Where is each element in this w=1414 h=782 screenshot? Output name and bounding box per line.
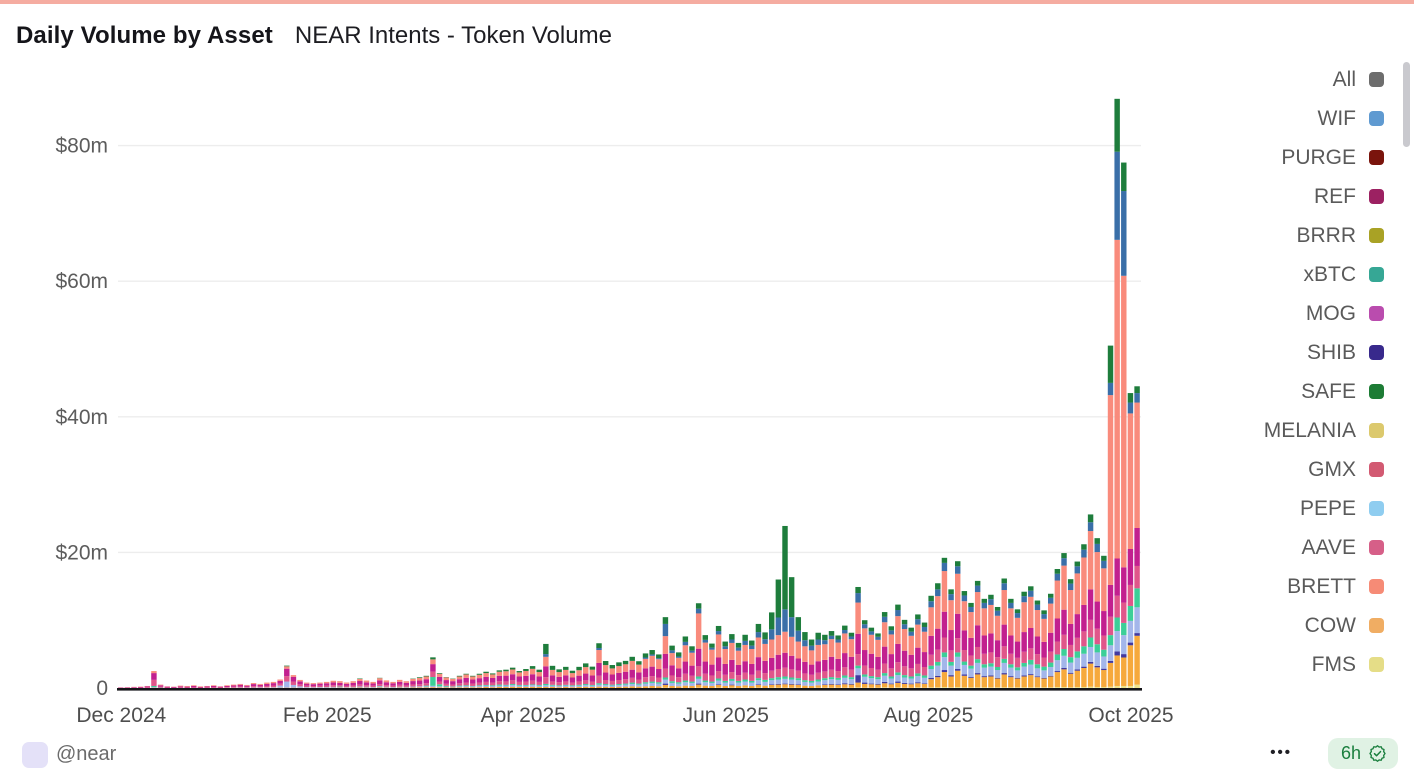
legend-label: FMS <box>1311 652 1356 676</box>
legend-row[interactable]: All <box>1154 60 1384 99</box>
legend-label: MELANIA <box>1263 418 1356 442</box>
legend-swatch-cow[interactable] <box>1369 618 1384 633</box>
legend-row[interactable]: FMS <box>1154 645 1384 684</box>
legend-label: AAVE <box>1301 535 1356 559</box>
legend-label: All <box>1332 67 1356 91</box>
legend-swatch-all[interactable] <box>1369 72 1384 87</box>
svg-text:Apr 2025: Apr 2025 <box>481 704 566 727</box>
legend-label: PURGE <box>1281 145 1356 169</box>
legend-row[interactable]: BRRR <box>1154 216 1384 255</box>
legend-row[interactable]: MOG <box>1154 294 1384 333</box>
legend-row[interactable]: SHIB <box>1154 333 1384 372</box>
legend-row[interactable]: PURGE <box>1154 138 1384 177</box>
legend-label: REF <box>1314 184 1356 208</box>
svg-text:$40m: $40m <box>55 406 108 429</box>
legend-label: PEPE <box>1299 496 1356 520</box>
svg-text:$20m: $20m <box>55 541 108 564</box>
top-accent-strip <box>0 0 1414 4</box>
refresh-interval-badge[interactable]: 6h <box>1327 738 1398 769</box>
legend-swatch-wif[interactable] <box>1369 111 1384 126</box>
chart-header: Daily Volume by Asset NEAR Intents - Tok… <box>16 22 612 50</box>
legend-swatch-pepe[interactable] <box>1369 501 1384 516</box>
legend-label: WIF <box>1317 106 1356 130</box>
legend-row[interactable]: xBTC <box>1154 255 1384 294</box>
legend-label: SAFE <box>1301 379 1356 403</box>
legend-swatch-safe[interactable] <box>1369 384 1384 399</box>
chart-legend: All WIF PURGE REF BRRR xBTC MOG SHIB SAF… <box>1154 60 1384 684</box>
legend-row[interactable]: GMX <box>1154 450 1384 489</box>
footer-bar: @near ••• 6h <box>0 738 1414 774</box>
legend-label: GMX <box>1308 457 1356 481</box>
legend-swatch-purge[interactable] <box>1369 150 1384 165</box>
legend-swatch-melania[interactable] <box>1369 423 1384 438</box>
legend-swatch-mog[interactable] <box>1369 306 1384 321</box>
svg-text:Oct 2025: Oct 2025 <box>1088 704 1173 727</box>
legend-label: BRETT <box>1287 574 1356 598</box>
svg-text:$80m: $80m <box>55 135 108 158</box>
legend-row[interactable]: MELANIA <box>1154 411 1384 450</box>
verified-check-icon <box>1369 745 1386 762</box>
svg-text:Jun 2025: Jun 2025 <box>683 704 769 727</box>
legend-label: BRRR <box>1296 223 1356 247</box>
legend-swatch-brett[interactable] <box>1369 579 1384 594</box>
legend-swatch-ref[interactable] <box>1369 189 1384 204</box>
svg-text:Dec 2024: Dec 2024 <box>76 704 166 727</box>
legend-swatch-aave[interactable] <box>1369 540 1384 555</box>
more-options-button[interactable]: ••• <box>1270 744 1292 761</box>
avatar <box>22 742 48 768</box>
legend-row[interactable]: AAVE <box>1154 528 1384 567</box>
page-subtitle: NEAR Intents - Token Volume <box>294 22 612 49</box>
legend-row[interactable]: SAFE <box>1154 372 1384 411</box>
volume-stacked-bar-chart[interactable]: 0 $20m $40m $60m $80m Dec 2024 Feb 2025 Apr 202… <box>0 0 1200 760</box>
svg-text:0: 0 <box>96 677 108 700</box>
legend-scrollbar[interactable] <box>1403 62 1410 147</box>
legend-swatch-fms[interactable] <box>1369 657 1384 672</box>
refresh-interval-label: 6h <box>1340 743 1361 763</box>
legend-row[interactable]: WIF <box>1154 99 1384 138</box>
legend-row[interactable]: COW <box>1154 606 1384 645</box>
legend-row[interactable]: REF <box>1154 177 1384 216</box>
account-handle[interactable]: @near <box>56 743 117 765</box>
legend-row[interactable]: BRETT <box>1154 567 1384 606</box>
legend-swatch-xbtc[interactable] <box>1369 267 1384 282</box>
legend-label: xBTC <box>1303 262 1357 286</box>
svg-text:Aug 2025: Aug 2025 <box>883 704 973 727</box>
legend-label: MOG <box>1305 301 1356 325</box>
legend-row[interactable]: PEPE <box>1154 489 1384 528</box>
legend-swatch-gmx[interactable] <box>1369 462 1384 477</box>
legend-label: COW <box>1304 613 1356 637</box>
page-title: Daily Volume by Asset <box>16 22 273 49</box>
svg-text:Feb 2025: Feb 2025 <box>283 704 372 727</box>
legend-swatch-brrr[interactable] <box>1369 228 1384 243</box>
svg-text:$60m: $60m <box>55 270 108 293</box>
legend-swatch-shib[interactable] <box>1369 345 1384 360</box>
legend-label: SHIB <box>1306 340 1356 364</box>
